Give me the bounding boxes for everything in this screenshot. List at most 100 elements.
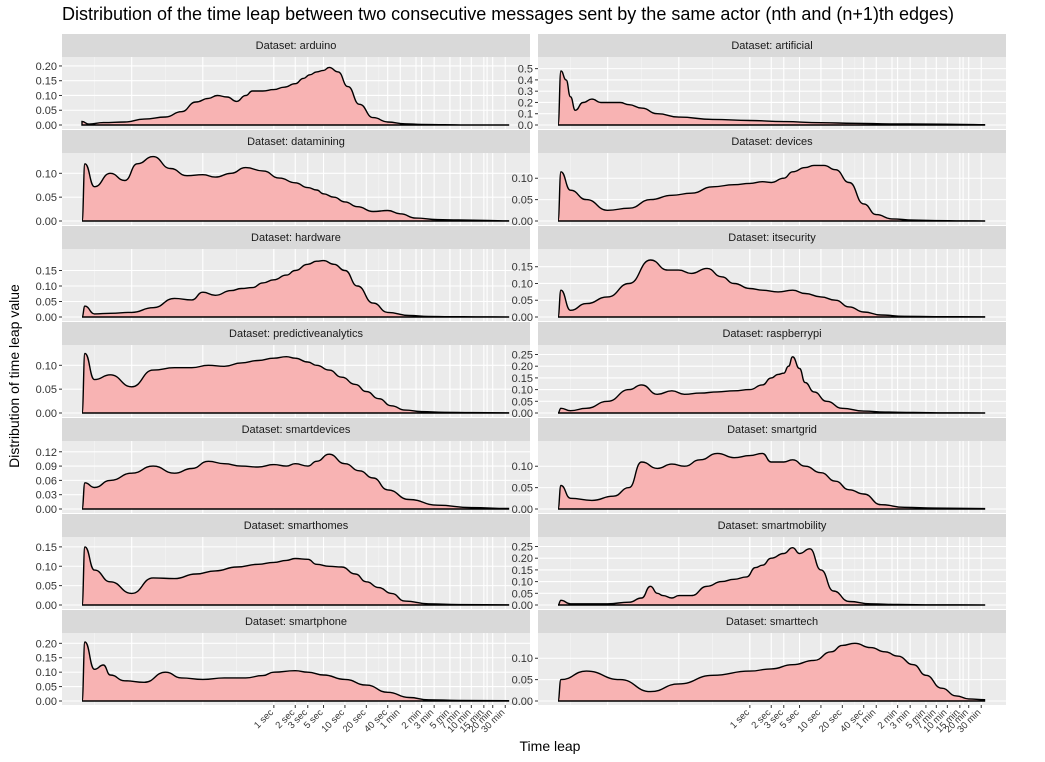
y-tick-label: 0.15	[512, 373, 533, 385]
density-line	[81, 641, 510, 702]
density-area	[558, 165, 985, 221]
facet-smartdevices: Dataset: smartdevices 0.00 0.03 0.06 0.09 0.1…	[36, 418, 530, 516]
y-tick-label: 0.05	[512, 396, 533, 408]
y-tick-label: 0.0	[518, 120, 533, 132]
y-tick-label: 0.10	[36, 561, 57, 573]
facet-strip-label: Dataset: artificial	[731, 40, 812, 52]
density-line	[81, 352, 510, 414]
density-line	[557, 70, 986, 126]
y-tick-label: 0.5	[518, 64, 533, 76]
density-area	[558, 260, 985, 317]
y-tick-label: 0.25	[512, 542, 533, 554]
y-tick-label: 0.00	[36, 504, 57, 516]
y-tick-label: 0.10	[512, 173, 533, 185]
y-tick-label: 0.20	[512, 553, 533, 565]
facet-smartgrid: Dataset: smartgrid 0.00 0.05 0.10	[512, 418, 1006, 516]
facet-strip	[62, 226, 530, 249]
facet-smartphone: Dataset: smartphone 0.00 0.05 0.10 0.15 0.20 1…	[36, 610, 530, 735]
y-tick-label: 0.00	[36, 216, 57, 228]
y-tick-label: 0.3	[518, 86, 533, 98]
y-tick-label: 0.05	[36, 105, 57, 117]
facet-strip	[538, 514, 1006, 537]
y-tick-label: 0.15	[36, 542, 57, 554]
y-tick-label: 0.10	[512, 278, 533, 290]
density-area	[82, 546, 509, 605]
y-tick-label: 0.15	[512, 565, 533, 577]
density-line	[81, 259, 510, 318]
y-tick-label: 0.05	[512, 195, 533, 207]
y-tick-label: 0.00	[36, 696, 57, 708]
y-tick-label: 0.10	[36, 360, 57, 372]
facet-strip	[538, 226, 1006, 249]
density-area	[558, 547, 985, 605]
x-tick-label: 10 sec	[319, 707, 347, 735]
density-area	[82, 67, 509, 125]
facet-itsecurity: Dataset: itsecurity 0.00 0.05 0.10 0.15	[512, 226, 1006, 324]
y-tick-label: 0.15	[36, 653, 57, 665]
density-line	[557, 452, 986, 510]
y-tick-label: 0.00	[512, 216, 533, 228]
y-tick-label: 0.00	[512, 696, 533, 708]
y-tick-label: 0.05	[36, 192, 57, 204]
y-tick-label: 0.00	[512, 312, 533, 324]
density-area	[82, 260, 509, 317]
facet-datamining: Dataset: datamining 0.00 0.05 0.10	[36, 130, 530, 228]
facet-arduino: Dataset: arduino 0.00 0.05 0.10 0.15 0.20	[36, 34, 530, 132]
y-tick-label: 0.10	[36, 281, 57, 293]
facet-strip-label: Dataset: smartgrid	[727, 424, 817, 436]
y-tick-label: 0.10	[512, 385, 533, 397]
y-tick-label: 0.05	[36, 682, 57, 694]
y-tick-label: 0.1	[518, 109, 533, 121]
facet-strip	[538, 34, 1006, 57]
facet-strip	[538, 130, 1006, 153]
x-axis-label: Time leap	[519, 738, 581, 754]
y-tick-label: 0.12	[36, 447, 57, 459]
y-tick-label: 0.05	[36, 297, 57, 309]
facet-strip-label: Dataset: raspberrypi	[722, 328, 821, 340]
y-tick-label: 0.15	[512, 262, 533, 274]
facet-strip	[538, 322, 1006, 345]
chart-title: Distribution of the time leap between tw…	[62, 4, 954, 24]
y-tick-label: 0.05	[36, 581, 57, 593]
y-tick-label: 0.10	[512, 653, 533, 665]
y-tick-label: 0.10	[36, 667, 57, 679]
facet-strip-label: Dataset: devices	[731, 136, 813, 148]
facet-strip-label: Dataset: datamining	[247, 136, 345, 148]
facet-strip-label: Dataset: smarthomes	[244, 520, 349, 532]
facet-smartmobility: Dataset: smartmobility0.000.050.100.150.…	[512, 514, 1006, 612]
facet-strip-label: Dataset: smartphone	[245, 616, 347, 628]
y-tick-label: 0.10	[512, 461, 533, 473]
x-tick-label: 20 sec	[817, 707, 845, 735]
density-area	[558, 643, 985, 701]
facet-raspberrypi: Dataset: raspberrypi 0.000.050.100.150.20…	[512, 322, 1006, 420]
y-tick-label: 0.05	[512, 295, 533, 307]
facet-strip	[62, 418, 530, 441]
facet-strip	[62, 322, 530, 345]
y-tick-label: 0.06	[36, 475, 57, 487]
y-tick-label: 0.4	[518, 75, 533, 87]
density-line	[81, 546, 510, 606]
y-tick-label: 0.09	[36, 461, 57, 473]
facet-hardware: Dataset: hardware 0.00 0.05 0.10 0.15	[36, 226, 530, 324]
facet-strip-label: Dataset: arduino	[256, 40, 337, 52]
y-tick-label: 0.2	[518, 97, 533, 109]
facet-artificial: Dataset: artificial 0.00.10.20.30.40.5	[518, 34, 1006, 132]
facet-strip-label: Dataset: hardware	[251, 232, 341, 244]
density-line	[81, 155, 510, 222]
density-line	[557, 356, 986, 414]
y-tick-label: 0.20	[36, 638, 57, 650]
density-line	[557, 546, 986, 606]
density-line	[81, 66, 510, 126]
y-tick-label: 0.10	[36, 90, 57, 102]
y-tick-label: 0.00	[36, 408, 57, 420]
facet-devices: Dataset: devices 0.00 0.05 0.10	[512, 130, 1006, 228]
y-tick-label: 0.05	[36, 384, 57, 396]
x-tick-label: 1 sec	[728, 707, 752, 731]
facet-strip-label: Dataset: itsecurity	[728, 232, 816, 244]
y-tick-label: 0.00	[512, 408, 533, 420]
density-area	[558, 453, 985, 509]
facet-strip-label: Dataset: predictiveanalytics	[229, 328, 363, 340]
